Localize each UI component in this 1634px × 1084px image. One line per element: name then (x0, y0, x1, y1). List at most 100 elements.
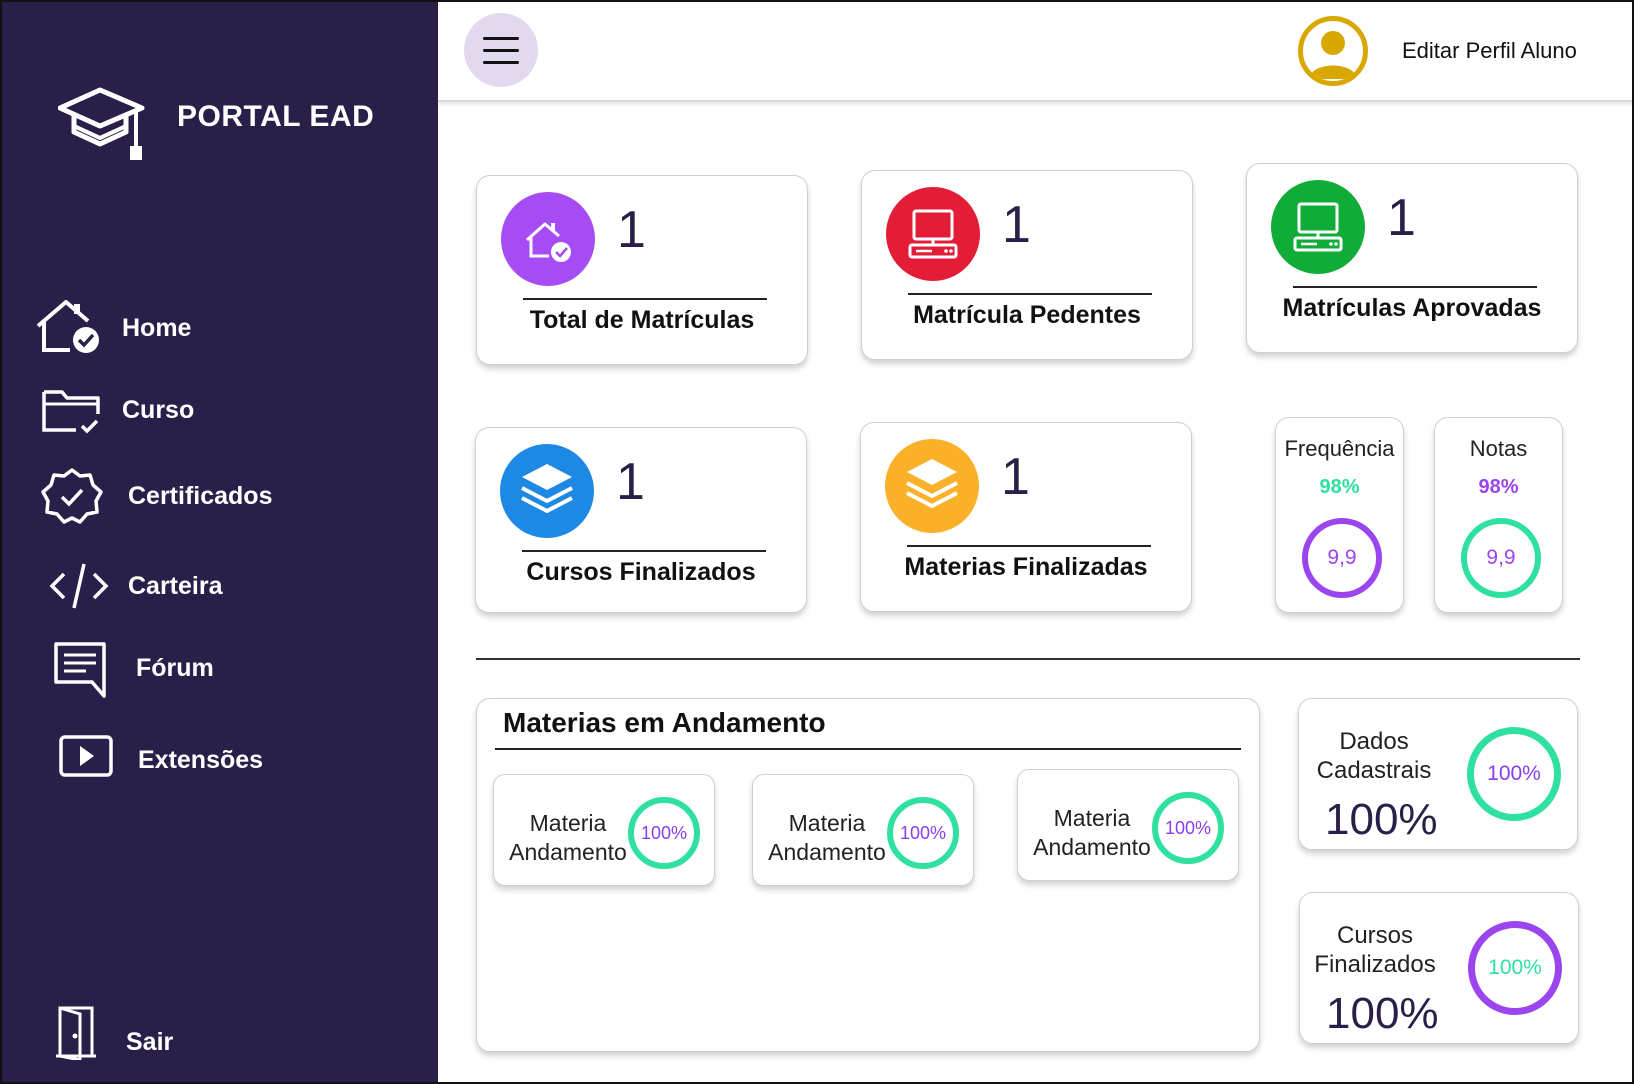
home-check-icon (36, 300, 99, 353)
stat-card-matricula-pendentes[interactable]: 1 Matrícula Pedentes (861, 170, 1193, 360)
stat-card-cursos-finalizados[interactable]: 1 Cursos Finalizados (475, 427, 807, 613)
materia-line2: Andamento (768, 839, 886, 865)
stat-icon-bg (886, 187, 980, 281)
stat-value: 1 (1002, 196, 1031, 254)
summary-line1: Dados (1339, 728, 1409, 755)
stat-value: 1 (1387, 189, 1416, 247)
materia-line2: Andamento (509, 839, 627, 865)
materia-line2: Andamento (1033, 834, 1151, 860)
summary-value: 100% (1325, 795, 1438, 844)
sidebar-item-curso[interactable]: Curso (40, 384, 400, 436)
summary-title: Cursos Finalizados (1300, 921, 1450, 979)
user-icon (1309, 31, 1357, 79)
sidebar-item-carteira[interactable]: Carteira (48, 558, 408, 614)
summary-line2: Cadastrais (1316, 757, 1432, 784)
avatar[interactable] (1298, 16, 1368, 86)
sidebar-item-certificados[interactable]: Certificados (40, 466, 420, 526)
materia-card[interactable]: Materia Andamento 100% (1017, 769, 1239, 881)
play-icon (59, 735, 113, 777)
top-header: Editar Perfil Aluno (438, 0, 1634, 102)
sidebar-item-label: Curso (122, 396, 195, 424)
metric-percent: 98% (1478, 476, 1519, 498)
computer-icon (1293, 202, 1343, 252)
progress-ring: 100% (887, 797, 959, 869)
summary-card-dados-cadastrais[interactable]: Dados Cadastrais 100% 100% (1298, 698, 1578, 850)
materia-card[interactable]: Materia Andamento 100% (493, 774, 715, 886)
summary-card-cursos-finalizados[interactable]: Cursos Finalizados 100% 100% (1299, 892, 1579, 1044)
materia-line1: Materia (1053, 805, 1131, 831)
menu-bar (483, 61, 519, 64)
brand-title: PORTAL EAD (177, 100, 375, 133)
materia-card[interactable]: Materia Andamento 100% (752, 774, 974, 886)
sidebar: PORTAL EAD Home Curso Certificados (0, 0, 438, 1084)
logout-button[interactable]: Sair (54, 1004, 254, 1064)
layers-icon (906, 459, 958, 508)
summary-ring: 100% (1468, 921, 1562, 1015)
stat-divider (523, 298, 767, 300)
section-title: Materias em Andamento (503, 707, 826, 738)
stat-label: Total de Matrículas (529, 306, 755, 334)
stat-value: 1 (617, 201, 646, 259)
hamburger-menu-button[interactable] (464, 13, 538, 87)
materias-em-andamento-panel: Materias em Andamento Materia Andamento … (476, 698, 1260, 1052)
materia-line1: Materia (788, 810, 866, 836)
stat-value: 1 (616, 453, 645, 511)
stat-card-materias-finalizadas[interactable]: 1 Materias Finalizadas (860, 422, 1192, 612)
materia-label: Materia Andamento (502, 809, 634, 867)
summary-value: 100% (1326, 989, 1439, 1038)
home-check-icon (526, 222, 571, 262)
badge-check-icon (41, 468, 103, 524)
logout-label: Sair (126, 1028, 174, 1056)
section-title-line (495, 748, 1241, 750)
summary-line2: Finalizados (1314, 951, 1436, 978)
stat-label: Materias Finalizadas (904, 553, 1148, 581)
edit-profile-link[interactable]: Editar Perfil Aluno (1402, 38, 1577, 63)
stat-divider (907, 545, 1151, 547)
stat-divider (908, 293, 1152, 295)
sidebar-item-label: Extensões (138, 746, 264, 774)
door-icon (56, 1006, 96, 1060)
layers-icon (521, 464, 573, 513)
menu-bar (483, 49, 519, 52)
section-divider (476, 658, 1580, 660)
sidebar-item-label: Carteira (128, 572, 223, 600)
sidebar-item-forum[interactable]: Fórum (52, 640, 412, 700)
computer-icon (908, 209, 958, 259)
score-ring: 9,9 (1302, 518, 1382, 598)
stat-divider (522, 550, 766, 552)
sidebar-item-label: Fórum (136, 654, 214, 682)
stat-icon-bg (1271, 180, 1365, 274)
folder-check-icon (42, 390, 100, 434)
progress-ring: 100% (1152, 792, 1224, 864)
stat-value: 1 (1001, 448, 1030, 506)
metric-card-frequencia[interactable]: Frequência 98% 9,9 (1275, 417, 1404, 613)
metric-percent: 98% (1319, 476, 1360, 498)
sidebar-item-home[interactable]: Home (34, 296, 394, 356)
sidebar-item-label: Home (122, 314, 192, 342)
materia-label: Materia Andamento (1026, 804, 1158, 862)
stat-card-matriculas-aprovadas[interactable]: 1 Matrículas Aprovadas (1246, 163, 1578, 353)
chat-icon (54, 642, 106, 698)
metric-title: Frequência (1284, 436, 1395, 461)
sidebar-item-label: Certificados (128, 482, 273, 510)
menu-bar (483, 37, 519, 40)
stat-divider (1293, 286, 1537, 288)
progress-ring: 100% (628, 797, 700, 869)
metric-card-notas[interactable]: Notas 98% 9,9 (1434, 417, 1563, 613)
code-icon (49, 563, 109, 609)
summary-title: Dados Cadastrais (1299, 727, 1449, 785)
sidebar-item-extensoes[interactable]: Extensões (58, 734, 418, 784)
stat-icon-bg (885, 439, 979, 533)
stat-icon-bg (501, 192, 595, 286)
stat-label: Matrículas Aprovadas (1282, 294, 1542, 322)
summary-ring: 100% (1467, 727, 1561, 821)
stat-label: Matrícula Pedentes (913, 301, 1141, 329)
summary-line1: Cursos (1336, 922, 1414, 949)
materia-label: Materia Andamento (761, 809, 893, 867)
stat-card-total-matriculas[interactable]: 1 Total de Matrículas (476, 175, 808, 365)
graduation-cap-icon (58, 87, 145, 160)
stat-icon-bg (500, 444, 594, 538)
stat-label: Cursos Finalizados (526, 558, 756, 586)
metric-title: Notas (1469, 436, 1528, 461)
